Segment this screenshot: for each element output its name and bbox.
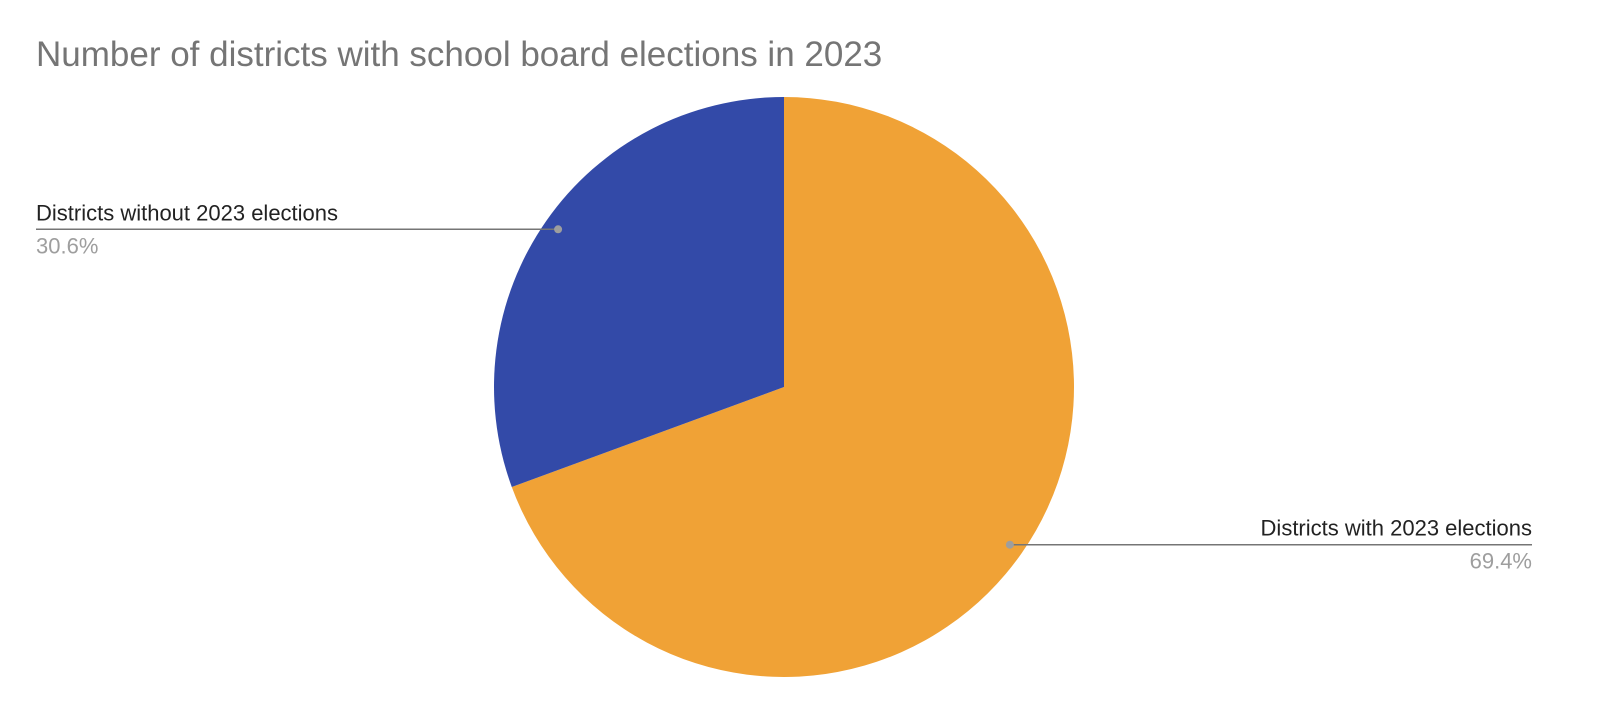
chart-title: Number of districts with school board el… bbox=[36, 35, 882, 74]
pie-slice bbox=[511, 97, 1074, 677]
slice-label: Districts without 2023 elections bbox=[36, 200, 338, 225]
slice-label: Districts with 2023 elections bbox=[1261, 516, 1532, 541]
leader-dot bbox=[554, 225, 563, 234]
leader-dot bbox=[1005, 540, 1014, 549]
pie-slice bbox=[494, 97, 784, 487]
value-label: 69.4% bbox=[1470, 549, 1532, 574]
value-label: 30.6% bbox=[36, 233, 98, 258]
